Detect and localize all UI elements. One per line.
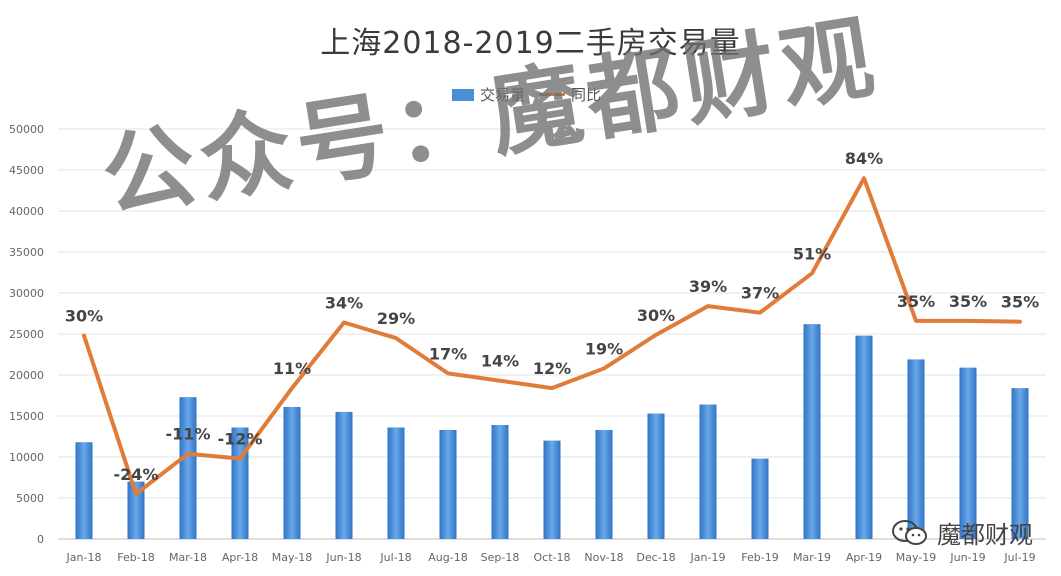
bar bbox=[439, 429, 457, 539]
x-tick-label: Feb-18 bbox=[117, 551, 154, 564]
bar bbox=[907, 359, 925, 539]
x-tick-label: Sep-18 bbox=[481, 551, 520, 564]
bar bbox=[335, 411, 353, 539]
x-tick-label: Apr-19 bbox=[846, 551, 882, 564]
legend-item-bar: 交易量 bbox=[452, 84, 525, 105]
data-label: 35% bbox=[1001, 293, 1039, 312]
chart-title: 上海2018-2019二手房交易量 bbox=[320, 26, 741, 61]
legend-label-line: 同比 bbox=[571, 86, 602, 104]
brand-name: 魔都财观 bbox=[937, 521, 1033, 549]
x-tick-label: Apr-18 bbox=[222, 551, 258, 564]
data-label: -12% bbox=[218, 430, 263, 449]
y-tick-label: 50000 bbox=[9, 123, 44, 136]
bar bbox=[647, 413, 665, 539]
bar bbox=[959, 367, 977, 539]
bar bbox=[283, 406, 301, 539]
bar bbox=[75, 442, 93, 539]
x-tick-label: Jan-19 bbox=[690, 551, 726, 564]
data-label: 35% bbox=[949, 292, 987, 311]
bar bbox=[699, 404, 717, 539]
data-label: 30% bbox=[65, 307, 103, 326]
data-label: 19% bbox=[585, 339, 623, 358]
x-tick-label: Feb-19 bbox=[741, 551, 778, 564]
data-label: 29% bbox=[377, 309, 415, 328]
data-label: 17% bbox=[429, 344, 467, 363]
line-series bbox=[82, 176, 1022, 496]
bar bbox=[855, 335, 873, 539]
data-label: 11% bbox=[273, 359, 311, 378]
x-tick-label: Oct-18 bbox=[534, 551, 571, 564]
bar bbox=[491, 425, 509, 539]
bar bbox=[387, 427, 405, 539]
legend-item-line: 同比 bbox=[539, 84, 601, 105]
x-tick-label: Jul-19 bbox=[1003, 551, 1035, 564]
data-label: 35% bbox=[897, 292, 935, 311]
x-tick-label: Jul-18 bbox=[379, 551, 411, 564]
x-tick-label: Dec-18 bbox=[636, 551, 675, 564]
bar bbox=[1011, 388, 1029, 539]
x-tick-label: Mar-18 bbox=[169, 551, 207, 564]
x-tick-label: Aug-18 bbox=[428, 551, 467, 564]
x-tick-label: Nov-18 bbox=[584, 551, 623, 564]
bar bbox=[179, 397, 197, 539]
data-label: -24% bbox=[114, 465, 159, 484]
y-tick-label: 10000 bbox=[9, 451, 44, 464]
bar bbox=[595, 429, 613, 539]
y-tick-label: 30000 bbox=[9, 287, 44, 300]
data-label: 51% bbox=[793, 244, 831, 263]
bar bbox=[803, 324, 821, 539]
x-tick-label: Jan-18 bbox=[66, 551, 102, 564]
data-label: 14% bbox=[481, 352, 519, 371]
bar bbox=[751, 458, 769, 539]
data-label: 39% bbox=[689, 277, 727, 296]
x-tick-label: May-19 bbox=[896, 551, 937, 564]
legend-label-bar: 交易量 bbox=[480, 86, 526, 104]
legend-swatch-line bbox=[539, 93, 566, 96]
bar bbox=[127, 481, 145, 539]
legend: 交易量 同比 bbox=[452, 84, 601, 105]
data-label: 34% bbox=[325, 294, 363, 313]
x-tick-label: Jun-18 bbox=[325, 551, 361, 564]
y-tick-label: 0 bbox=[37, 533, 44, 546]
y-tick-label: 25000 bbox=[9, 328, 44, 341]
y-tick-label: 40000 bbox=[9, 205, 44, 218]
legend-swatch-bar bbox=[452, 88, 474, 101]
data-label: 84% bbox=[845, 149, 883, 168]
y-tick-label: 15000 bbox=[9, 410, 44, 423]
brand-badge: 魔都财观 bbox=[891, 515, 1033, 550]
x-tick-label: Jun-19 bbox=[949, 551, 985, 564]
wechat-icon bbox=[892, 519, 927, 545]
data-label: 12% bbox=[533, 359, 571, 378]
y-tick-label: 35000 bbox=[9, 246, 44, 259]
x-tick-label: Mar-19 bbox=[793, 551, 831, 564]
data-label: 30% bbox=[637, 306, 675, 325]
y-tick-label: 5000 bbox=[16, 492, 44, 505]
bar bbox=[543, 440, 561, 539]
data-label: -11% bbox=[166, 425, 211, 444]
data-label: 37% bbox=[741, 284, 779, 303]
y-tick-label: 45000 bbox=[9, 164, 44, 177]
y-tick-label: 20000 bbox=[9, 369, 44, 382]
x-tick-label: May-18 bbox=[272, 551, 313, 564]
